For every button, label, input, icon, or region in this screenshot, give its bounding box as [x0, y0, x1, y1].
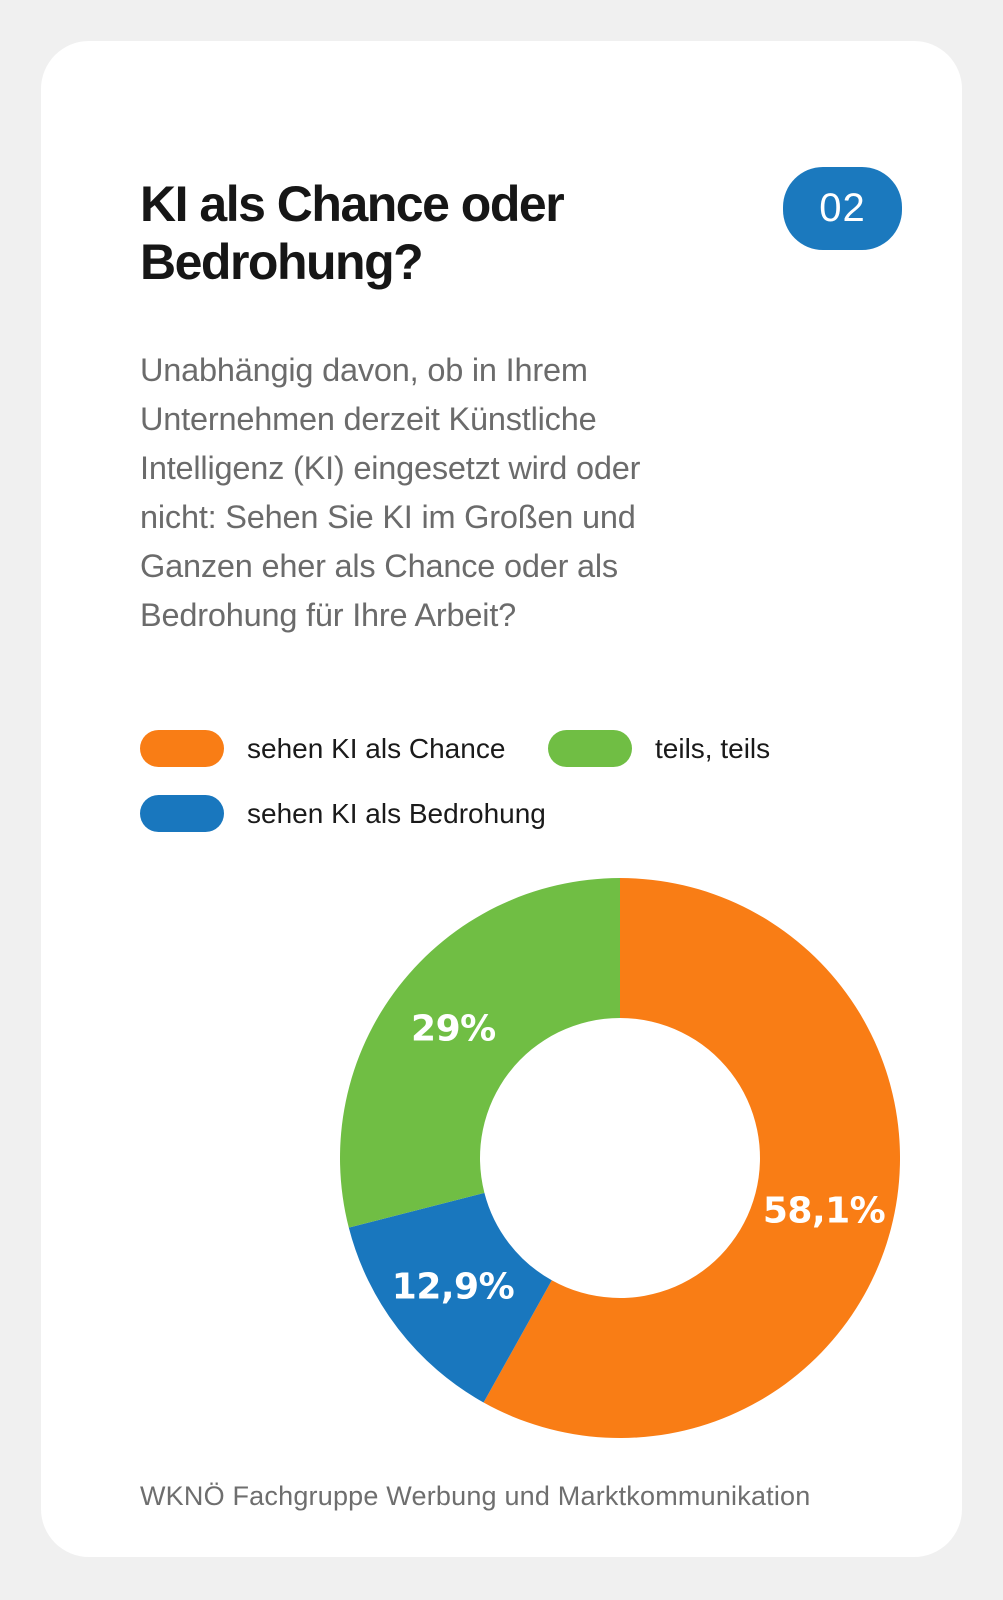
footer-source-text: WKNÖ Fachgruppe Werbung und Marktkommuni… — [140, 1481, 811, 1511]
donut-chart: 58,1% 12,9% 29% — [340, 878, 900, 1438]
legend-swatch-teils — [548, 730, 632, 767]
donut-segment-0 — [483, 878, 900, 1438]
legend-item-chance: sehen KI als Chance — [140, 730, 505, 767]
legend-label-bedrohung: sehen KI als Bedrohung — [247, 797, 546, 829]
legend-item-teils: teils, teils — [548, 730, 770, 767]
question-text: Unabhängig davon, ob in Ihrem Unternehme… — [140, 351, 641, 633]
legend-swatch-chance — [140, 730, 224, 767]
page-title: KI als Chance oder Bedrohung? — [140, 175, 565, 290]
donut-segment-1 — [348, 1192, 552, 1403]
legend-label-teils: teils, teils — [655, 732, 771, 764]
donut-slice-label-1: 12,9% — [391, 1266, 515, 1308]
page-number-badge: 02 — [783, 167, 902, 250]
legend-item-bedrohung: sehen KI als Bedrohung — [140, 795, 546, 832]
legend-swatch-bedrohung — [140, 795, 224, 832]
donut-slice-label-2: 29% — [411, 1008, 496, 1050]
page-number-label: 02 — [819, 186, 866, 230]
donut-slice-label-0: 58,1% — [762, 1190, 886, 1232]
card: KI als Chance oder Bedrohung? 02 Unabhän… — [41, 41, 962, 1557]
donut-segment-2 — [340, 878, 620, 1228]
legend-label-chance: sehen KI als Chance — [247, 732, 506, 764]
donut-svg — [340, 878, 900, 1438]
